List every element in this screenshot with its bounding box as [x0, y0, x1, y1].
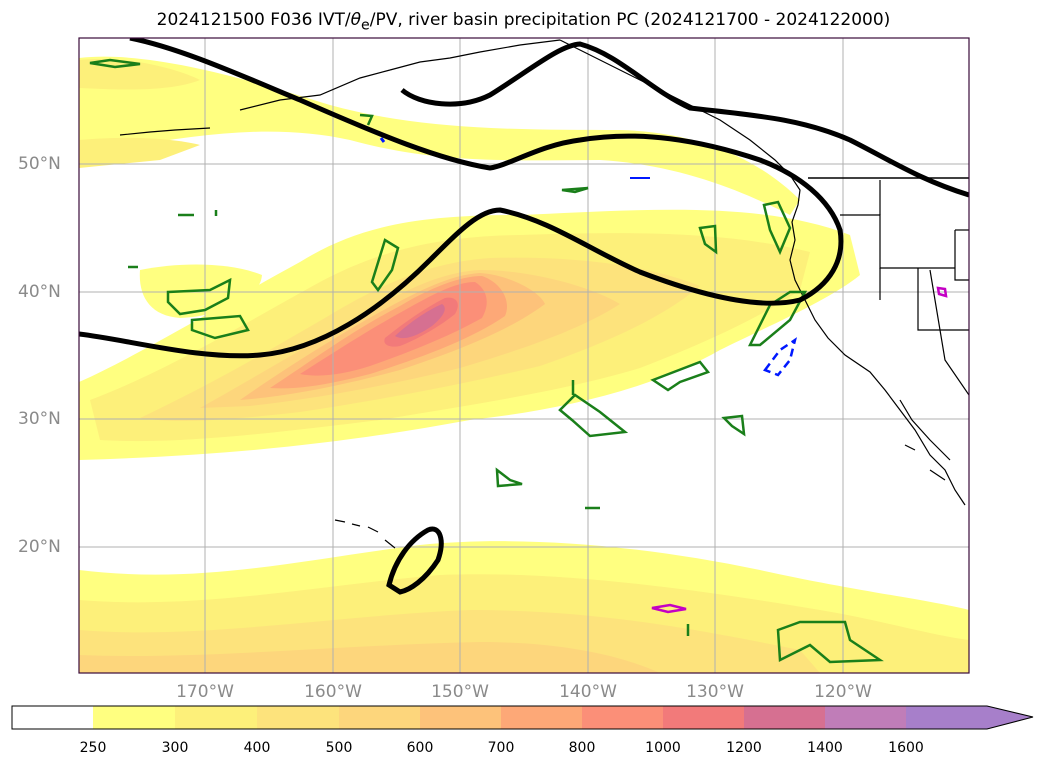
plot-frame: [78, 37, 970, 674]
lat-label-20n: 20°N: [18, 537, 61, 557]
colorbar-tick-label: 300: [161, 740, 189, 756]
colorbar-tick-label: 600: [406, 740, 434, 756]
colorbar-tick-label: 1600: [888, 740, 924, 756]
lat-label-40n: 40°N: [18, 282, 61, 302]
coastlines: [119, 39, 969, 549]
lon-label-120w: 120°W: [814, 682, 872, 702]
map-title: 2024121500 F036 IVT/θe/PV, river basin p…: [156, 10, 891, 34]
ivt-southern-band-fill: [79, 541, 969, 673]
lon-label-150w: 150°W: [431, 682, 489, 702]
lon-label-140w: 140°W: [559, 682, 617, 702]
colorbar-tick-label: 800: [568, 740, 596, 756]
theta-e-contours: [89, 58, 884, 664]
ivt-atmospheric-river-fill: [79, 209, 860, 460]
lat-label-30n: 30°N: [18, 409, 61, 429]
colorbar-tick-label: 400: [243, 740, 271, 756]
lon-label-130w: 130°W: [686, 682, 744, 702]
colorbar-tick-label: 1400: [807, 740, 843, 756]
precip-contours: [651, 286, 948, 614]
colorbar: [11, 705, 1034, 730]
map-plot-area: [79, 38, 969, 673]
lon-label-160w: 160°W: [304, 682, 362, 702]
negative-contours: [379, 137, 797, 377]
colorbar-tick-label: 250: [79, 740, 107, 756]
lat-label-50n: 50°N: [18, 154, 61, 174]
colorbar-tick-label: 500: [325, 740, 353, 756]
graticule: [79, 38, 969, 673]
colorbar-tick-label: 700: [487, 740, 515, 756]
colorbar-tick-label: 1000: [645, 740, 681, 756]
lon-label-170w: 170°W: [176, 682, 234, 702]
colorbar-tick-label: 1200: [726, 740, 762, 756]
pv-contours: [79, 38, 969, 595]
